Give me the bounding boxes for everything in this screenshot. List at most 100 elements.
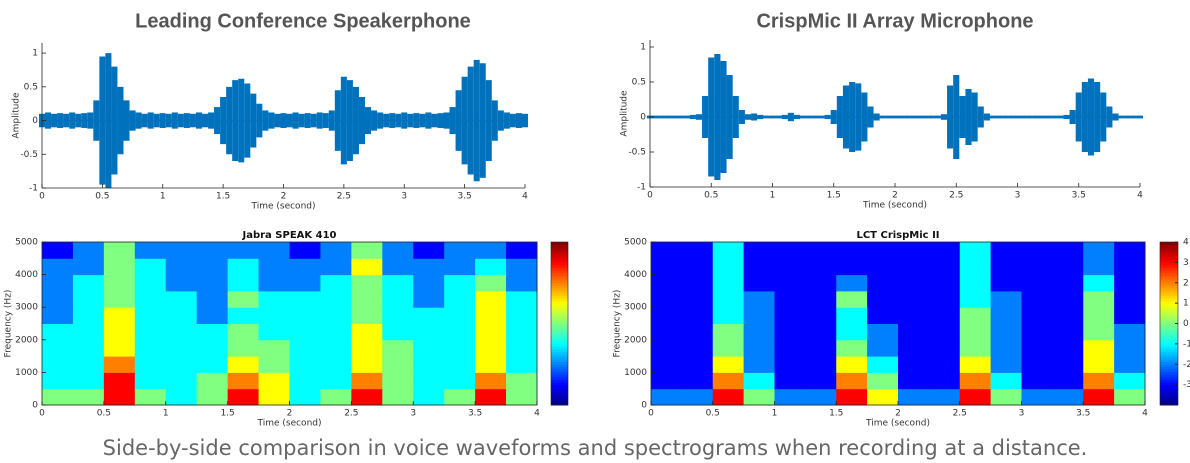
heatmap-cell: [805, 258, 837, 276]
heatmap-cell: [258, 339, 290, 357]
heatmap-cell: [351, 274, 383, 292]
heatmap-cell: [42, 274, 74, 292]
colorbar-tick-label: -2: [1183, 360, 1190, 370]
colorbar-segment: [1160, 320, 1178, 324]
heatmap-cell: [444, 388, 476, 406]
heatmap-cell: [928, 356, 961, 373]
heatmap-cell: [475, 372, 507, 390]
heatmap-cell: [805, 323, 837, 341]
heatmap-cell: [475, 323, 507, 341]
heatmap-cell: [506, 274, 538, 292]
colorbar-segment: [551, 389, 568, 393]
heatmap-cell: [103, 274, 136, 292]
colorbar-segment: [1160, 389, 1178, 393]
heatmap-cell: [1052, 290, 1084, 308]
colorbar-segment: [1160, 326, 1178, 330]
colorbar-segment: [551, 343, 568, 347]
heatmap-cell: [165, 258, 198, 276]
y-tick-label: 0.5: [632, 78, 646, 88]
heatmap-cell: [712, 242, 745, 259]
colorbar-segment: [1160, 348, 1178, 353]
heatmap-cell: [196, 339, 229, 357]
heatmap-cell: [103, 388, 136, 406]
colorbar-segment: [551, 295, 568, 299]
x-tick-label: 1: [770, 191, 776, 201]
x-axis-label: Time (second): [862, 201, 927, 211]
heatmap-cell: [413, 307, 445, 324]
y-tick-label: 3000: [15, 303, 38, 313]
colorbar-segment: [1160, 379, 1178, 383]
heatmap-cell: [651, 290, 683, 308]
heatmap-cell: [898, 323, 930, 341]
heatmap-cell: [959, 388, 992, 406]
x-tick-label: 3: [1019, 409, 1025, 419]
heatmap-cell: [413, 356, 445, 373]
heatmap-cell: [1021, 290, 1053, 308]
heatmap-cell: [990, 307, 1022, 324]
x-tick-label: 0: [39, 192, 45, 202]
heatmap-cell: [928, 388, 961, 406]
colorbar-segment: [1160, 354, 1178, 358]
heatmap-cell: [928, 290, 961, 308]
heatmap-cell: [72, 339, 105, 357]
colorbar-segment: [1160, 382, 1178, 386]
y-axis-label: Frequency (Hz): [613, 290, 623, 358]
heatmap-cell: [227, 258, 260, 276]
heatmap-cell: [774, 388, 806, 406]
colorbar-tick-label: 1: [1183, 299, 1189, 309]
x-tick-label: 3: [401, 192, 407, 202]
y-tick-label: 0: [641, 401, 647, 411]
colorbar-segment: [551, 374, 568, 378]
x-tick-label: 1.5: [827, 191, 841, 201]
x-tick-label: 2.5: [953, 409, 967, 419]
colorbar-segment: [1160, 374, 1178, 378]
heatmap-cell: [475, 242, 507, 259]
heatmap-cell: [1114, 242, 1146, 259]
heatmap-cell: [134, 356, 167, 373]
heatmap-cell: [1083, 242, 1115, 259]
heatmap-cell: [898, 274, 930, 292]
heatmap-cell: [42, 388, 74, 406]
heatmap-cell: [72, 356, 105, 373]
caption: Side-by-side comparison in voice wavefor…: [103, 436, 1088, 460]
colorbar-segment: [551, 382, 568, 386]
heatmap-cell: [959, 339, 992, 357]
heatmap-cell: [444, 356, 476, 373]
heatmap-cell: [928, 274, 961, 292]
heatmap-cell: [1052, 323, 1084, 341]
heatmap-cell: [413, 339, 445, 357]
heatmap-cell: [1021, 323, 1053, 341]
heatmap-cell: [196, 356, 229, 373]
heatmap-cell: [227, 356, 260, 373]
colorbar-segment: [551, 262, 568, 266]
heatmap-cell: [774, 356, 806, 373]
heatmap-cell: [681, 356, 714, 373]
colorbar-segment: [551, 402, 568, 406]
colorbar-segment: [1160, 397, 1178, 401]
heatmap-cell: [867, 372, 899, 390]
colorbar-box: [550, 241, 569, 406]
colorbar-segment: [551, 242, 568, 246]
colorbar-segment: [551, 300, 568, 304]
heatmap-cell: [743, 356, 775, 373]
x-tick-label: 0.5: [97, 409, 111, 419]
colorbar-segment: [1160, 359, 1178, 363]
colorbar-segment: [1160, 402, 1178, 406]
heatmap-cell: [712, 258, 745, 276]
heatmap-cell: [227, 323, 260, 341]
heatmap-cell: [103, 339, 136, 357]
heatmap-cell: [165, 339, 198, 357]
x-tick-label: 0.5: [95, 192, 109, 202]
colorbar-segment: [551, 392, 568, 396]
heatmap-cell: [42, 372, 74, 390]
heatmap-cell: [898, 258, 930, 276]
heatmap-cell: [928, 307, 961, 324]
colorbar-segment: [551, 333, 568, 337]
colorbar-segment: [551, 290, 568, 294]
heatmap-cell: [72, 323, 105, 341]
heatmap-cell: [743, 372, 775, 390]
heatmap-cell: [1021, 339, 1053, 357]
heatmap-cell: [165, 372, 198, 390]
heatmap-cell: [743, 242, 775, 259]
heatmap-cell: [413, 258, 445, 276]
